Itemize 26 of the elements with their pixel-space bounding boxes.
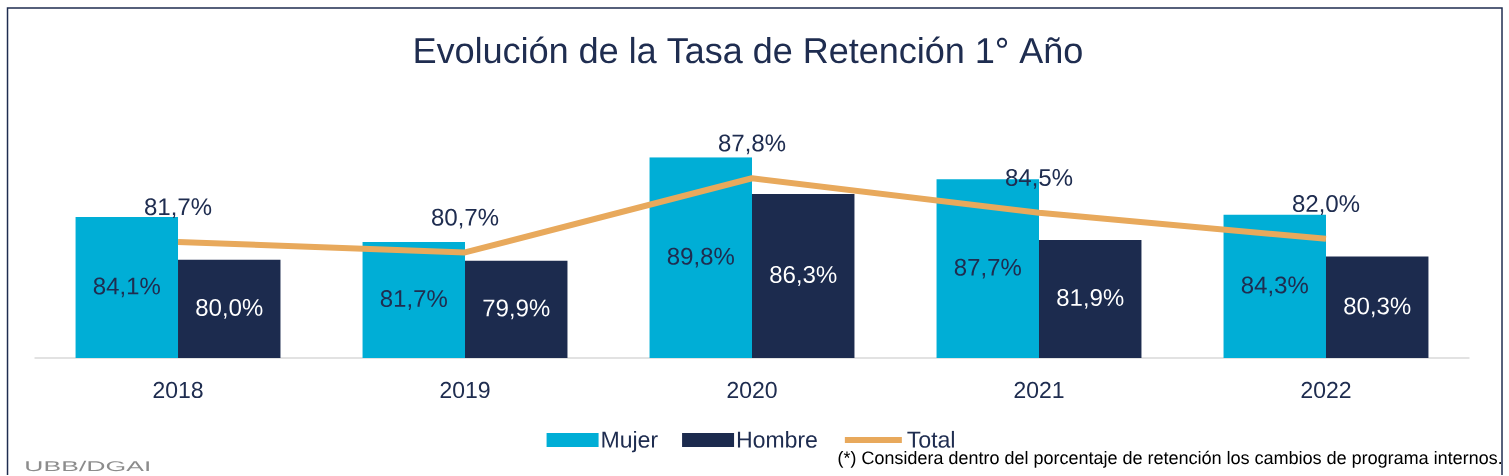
chart-title: Evolución de la Tasa de Retención 1° Año [415, 36, 1082, 64]
data-label: 81,7% [380, 290, 447, 311]
legend-label: Total [907, 431, 954, 448]
data-label: 84,5% [1006, 169, 1073, 189]
data-label: 87,7% [954, 258, 1021, 279]
x-tick-label: 2021 [1014, 381, 1064, 399]
data-label: 84,1% [93, 277, 160, 298]
data-label: 86,3% [770, 266, 837, 286]
data-label: 84,3% [1241, 276, 1308, 297]
data-label: 80,7% [432, 208, 499, 229]
text: UBB/DGAI [26, 460, 149, 472]
x-tick-label: 2018 [153, 381, 203, 399]
text: (*) Considera dentro del porcentaje de retención los cambios de programa internos. [838, 450, 1502, 468]
legend-label: Hombre [737, 431, 817, 448]
data-label: 80,0% [196, 299, 263, 319]
x-tick-label: 2019 [440, 381, 490, 399]
data-label: 87,8% [719, 134, 786, 155]
data-label: 79,9% [483, 299, 550, 320]
data-label: 81,9% [1057, 289, 1124, 309]
x-tick-label: 2020 [727, 381, 777, 399]
data-label: 81,7% [145, 198, 212, 219]
x-tick-label: 2022 [1301, 381, 1351, 399]
data-label: 82,0% [1293, 195, 1360, 216]
data-label: 80,3% [1344, 297, 1411, 318]
data-label: 89,8% [667, 247, 734, 268]
legend-label: Mujer [602, 431, 658, 453]
